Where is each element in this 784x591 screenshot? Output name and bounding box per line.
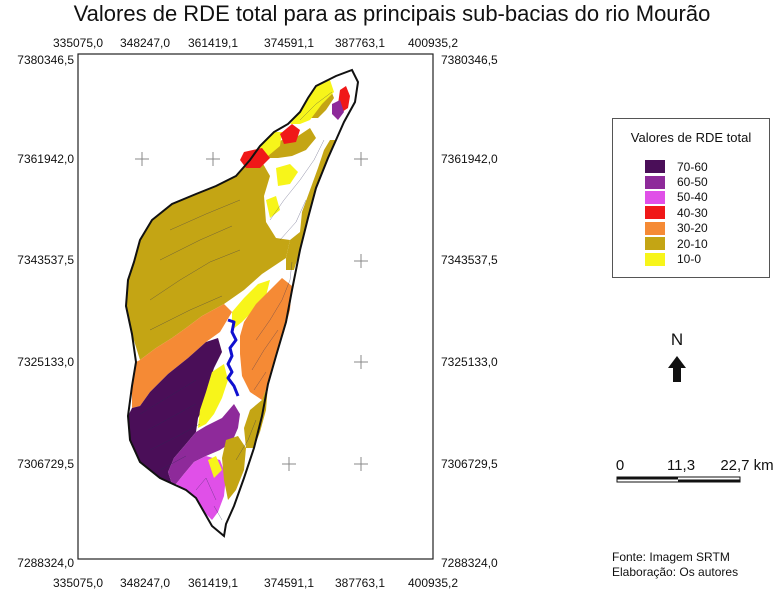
- subbasin-20-10-west: [126, 160, 290, 360]
- subbasin-60-50-north: [332, 100, 344, 120]
- map-frame: [77, 53, 434, 560]
- legend-item: 50-40: [645, 190, 708, 205]
- subbasin-20-10-east: [244, 384, 268, 448]
- legend-label: 70-60: [677, 159, 708, 174]
- subbasin-10-0-mid: [232, 280, 270, 330]
- subbasin-10-0-center: [198, 364, 228, 428]
- x-tick-top: 374591,1: [263, 36, 315, 50]
- y-tick-left: 7306729,5: [17, 457, 74, 471]
- watershed-border: [124, 68, 360, 538]
- x-tick-top: 348247,0: [119, 36, 171, 50]
- river-mourao: [226, 318, 240, 397]
- subbasin-60-50: [168, 404, 240, 484]
- subbasin-20-10-north: [266, 128, 316, 158]
- subbasin-30-20-west: [132, 304, 232, 408]
- y-tick-left: 7380346,5: [17, 53, 74, 67]
- north-arrow-icon: [668, 356, 686, 382]
- x-tick-top: 361419,1: [187, 36, 239, 50]
- authors-line: Elaboração: Os autores: [612, 565, 739, 579]
- legend-item: 10-0: [645, 251, 708, 266]
- legend-label: 60-50: [677, 175, 708, 190]
- x-tick-bottom: 374591,1: [263, 576, 315, 590]
- source-note: Fonte: Imagem SRTM Elaboração: Os autore…: [612, 550, 738, 580]
- y-tick-right: 7343537,5: [441, 253, 498, 267]
- legend-swatch: [645, 237, 665, 251]
- legend-swatch: [645, 190, 665, 204]
- legend-label: 10-0: [677, 252, 702, 267]
- x-tick-top: 335075,0: [52, 36, 104, 50]
- x-tick-top: 400935,2: [407, 36, 459, 50]
- y-tick-left: 7325133,0: [17, 355, 74, 369]
- x-tick-bottom: 348247,0: [119, 576, 171, 590]
- x-tick-bottom: 335075,0: [52, 576, 104, 590]
- legend-swatch: [645, 175, 665, 189]
- legend-swatch: [645, 221, 665, 235]
- legend-label: 30-20: [677, 221, 708, 236]
- legend-item: 20-10: [645, 236, 708, 251]
- x-tick-bottom: 361419,1: [187, 576, 239, 590]
- map-title: Valores de RDE total para as principais …: [73, 1, 711, 26]
- y-tick-left: 7361942,0: [17, 152, 74, 166]
- subbasin-40-30-b: [280, 124, 300, 144]
- scale-label-end: 22,7 km: [720, 457, 774, 474]
- y-tick-right: 7288324,0: [441, 556, 498, 570]
- y-tick-right: 7306729,5: [441, 457, 498, 471]
- legend-label: 40-30: [677, 205, 708, 220]
- drainage-network: [139, 91, 333, 521]
- y-tick-right: 7380346,5: [441, 53, 498, 67]
- subbasin-10-0-south: [208, 456, 222, 478]
- legend-title: Valores de RDE total: [630, 130, 752, 145]
- legend-item: 30-20: [645, 221, 708, 236]
- subbasin-30-20-east: [240, 278, 292, 400]
- legend-item: 70-60: [645, 159, 708, 174]
- legend: Valores de RDE total 70-60 60-50 50-40 40-3…: [612, 118, 770, 278]
- legend-items: 70-60 60-50 50-40 40-30 30-20 20-10 10-0: [645, 159, 708, 267]
- scale-label-mid: 11,3: [666, 457, 696, 474]
- legend-swatch: [645, 160, 665, 174]
- source-line: Fonte: Imagem SRTM: [612, 550, 730, 564]
- y-tick-left: 7288324,0: [17, 556, 74, 570]
- subbasin-20-10-southeast: [222, 436, 246, 500]
- subbasin-10-0-north4: [266, 196, 280, 218]
- x-tick-bottom: 387763,1: [334, 576, 386, 590]
- y-tick-left: 7343537,5: [17, 253, 74, 267]
- subbasin-10-0-north3: [276, 164, 298, 186]
- legend-swatch: [645, 252, 665, 266]
- legend-item: 40-30: [645, 205, 708, 220]
- legend-label: 20-10: [677, 236, 708, 251]
- legend-item: 60-50: [645, 174, 708, 189]
- y-tick-right: 7361942,0: [441, 152, 498, 166]
- north-label: N: [670, 330, 684, 349]
- scale-bar: [616, 476, 741, 483]
- subbasin-70-60: [128, 338, 222, 484]
- x-tick-top: 387763,1: [334, 36, 386, 50]
- scale-label-0: 0: [615, 457, 625, 474]
- legend-swatch: [645, 206, 665, 220]
- legend-label: 50-40: [677, 190, 708, 205]
- x-tick-bottom: 400935,2: [407, 576, 459, 590]
- subbasin-10-0-north: [290, 80, 334, 124]
- y-tick-right: 7325133,0: [441, 355, 498, 369]
